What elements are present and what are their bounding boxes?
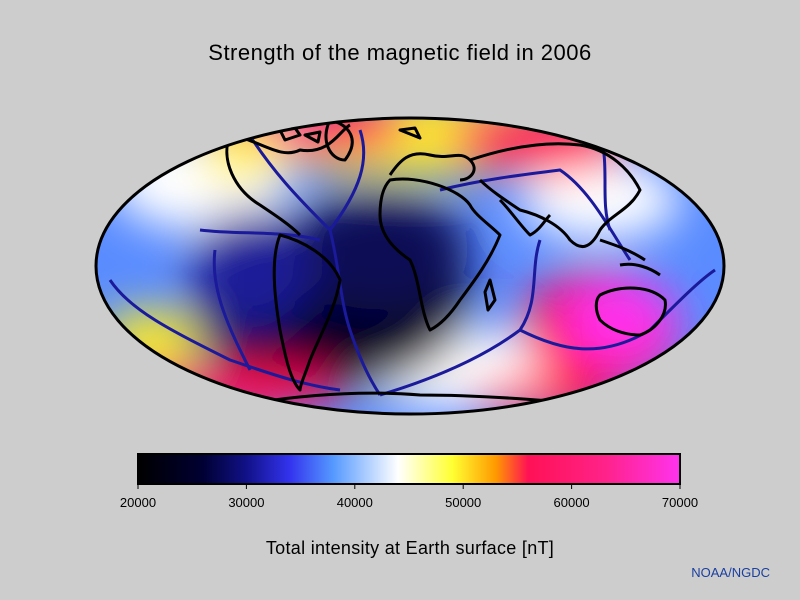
colorbar-tick-label: 40000 <box>336 495 373 510</box>
colorbar-tick-label: 50000 <box>445 495 482 510</box>
field-intensity-layer <box>96 118 724 414</box>
colorbar-label: Total intensity at Earth surface [nT] <box>265 538 555 558</box>
map-frame <box>94 116 726 416</box>
credit-text: NOAA/NGDC <box>691 565 770 580</box>
colorbar-tick-label: 30000 <box>228 495 265 510</box>
colorbar-tick-label: 60000 <box>553 495 590 510</box>
colorbar-ticks <box>137 484 681 489</box>
colorbar <box>137 453 681 485</box>
colorbar-tick-label: 20000 <box>119 495 157 510</box>
colorbar-tick-label: 70000 <box>661 495 699 510</box>
map-title: Strength of the magnetic field in 2006 <box>208 40 592 65</box>
coastlines <box>225 118 667 407</box>
